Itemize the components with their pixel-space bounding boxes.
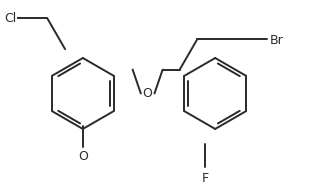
Text: Br: Br [270, 34, 284, 47]
Text: F: F [201, 172, 209, 185]
Text: O: O [78, 150, 88, 163]
Text: O: O [143, 87, 153, 100]
Text: Cl: Cl [4, 12, 17, 25]
